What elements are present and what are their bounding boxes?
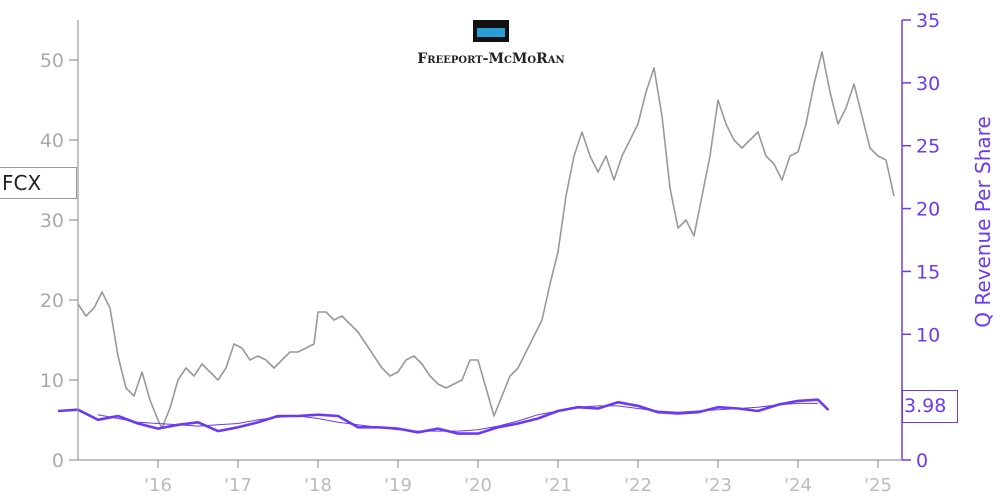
- y-tick-label: 0: [52, 450, 64, 472]
- company-logo: Freeport-McMoRan: [408, 20, 574, 70]
- x-tick-label: '24: [784, 475, 812, 496]
- price-series: [77, 51, 895, 429]
- y2-tick-label: 35: [916, 10, 940, 32]
- y2-tick-label: 30: [916, 73, 940, 95]
- revenue-trend-line: [97, 402, 818, 432]
- x-tick-label: '23: [704, 475, 732, 496]
- ticker-label: FCX: [0, 167, 77, 199]
- y2-tick-label: 20: [916, 199, 940, 221]
- y2-tick-label: 0: [916, 450, 928, 472]
- y-tick-label: 10: [40, 370, 64, 392]
- y2-tick-label: 15: [916, 261, 940, 283]
- y2-tick-label: 25: [916, 136, 940, 158]
- y-tick-label: 40: [40, 130, 64, 152]
- revenue-series: [57, 398, 830, 435]
- x-tick-label: '18: [304, 475, 332, 496]
- price-line: [77, 51, 895, 429]
- y-tick-label: 50: [40, 50, 64, 72]
- x-tick-label: '22: [624, 475, 652, 496]
- x-tick-label: '16: [144, 475, 172, 496]
- x-tick-label: '21: [544, 475, 572, 496]
- revenue-line: [57, 398, 830, 435]
- x-tick-label: '20: [464, 475, 492, 496]
- last-value-label: 3.98: [902, 390, 958, 423]
- y2-axis-label: Q Revenue Per Share: [971, 116, 995, 328]
- x-tick-label: '25: [864, 475, 892, 496]
- logo-mark-icon: [473, 20, 509, 42]
- y-tick-label: 30: [40, 210, 64, 232]
- x-tick-label: '19: [384, 475, 412, 496]
- y2-tick-label: 10: [916, 324, 940, 346]
- x-tick-label: '17: [224, 475, 252, 496]
- logo-text: Freeport-McMoRan: [417, 51, 565, 67]
- y-tick-label: 20: [40, 290, 64, 312]
- axes: 0 10 20 30 40 50 0 10 15 20 25 30 35 '16 '17 '18 '19 '20 '…: [40, 10, 940, 496]
